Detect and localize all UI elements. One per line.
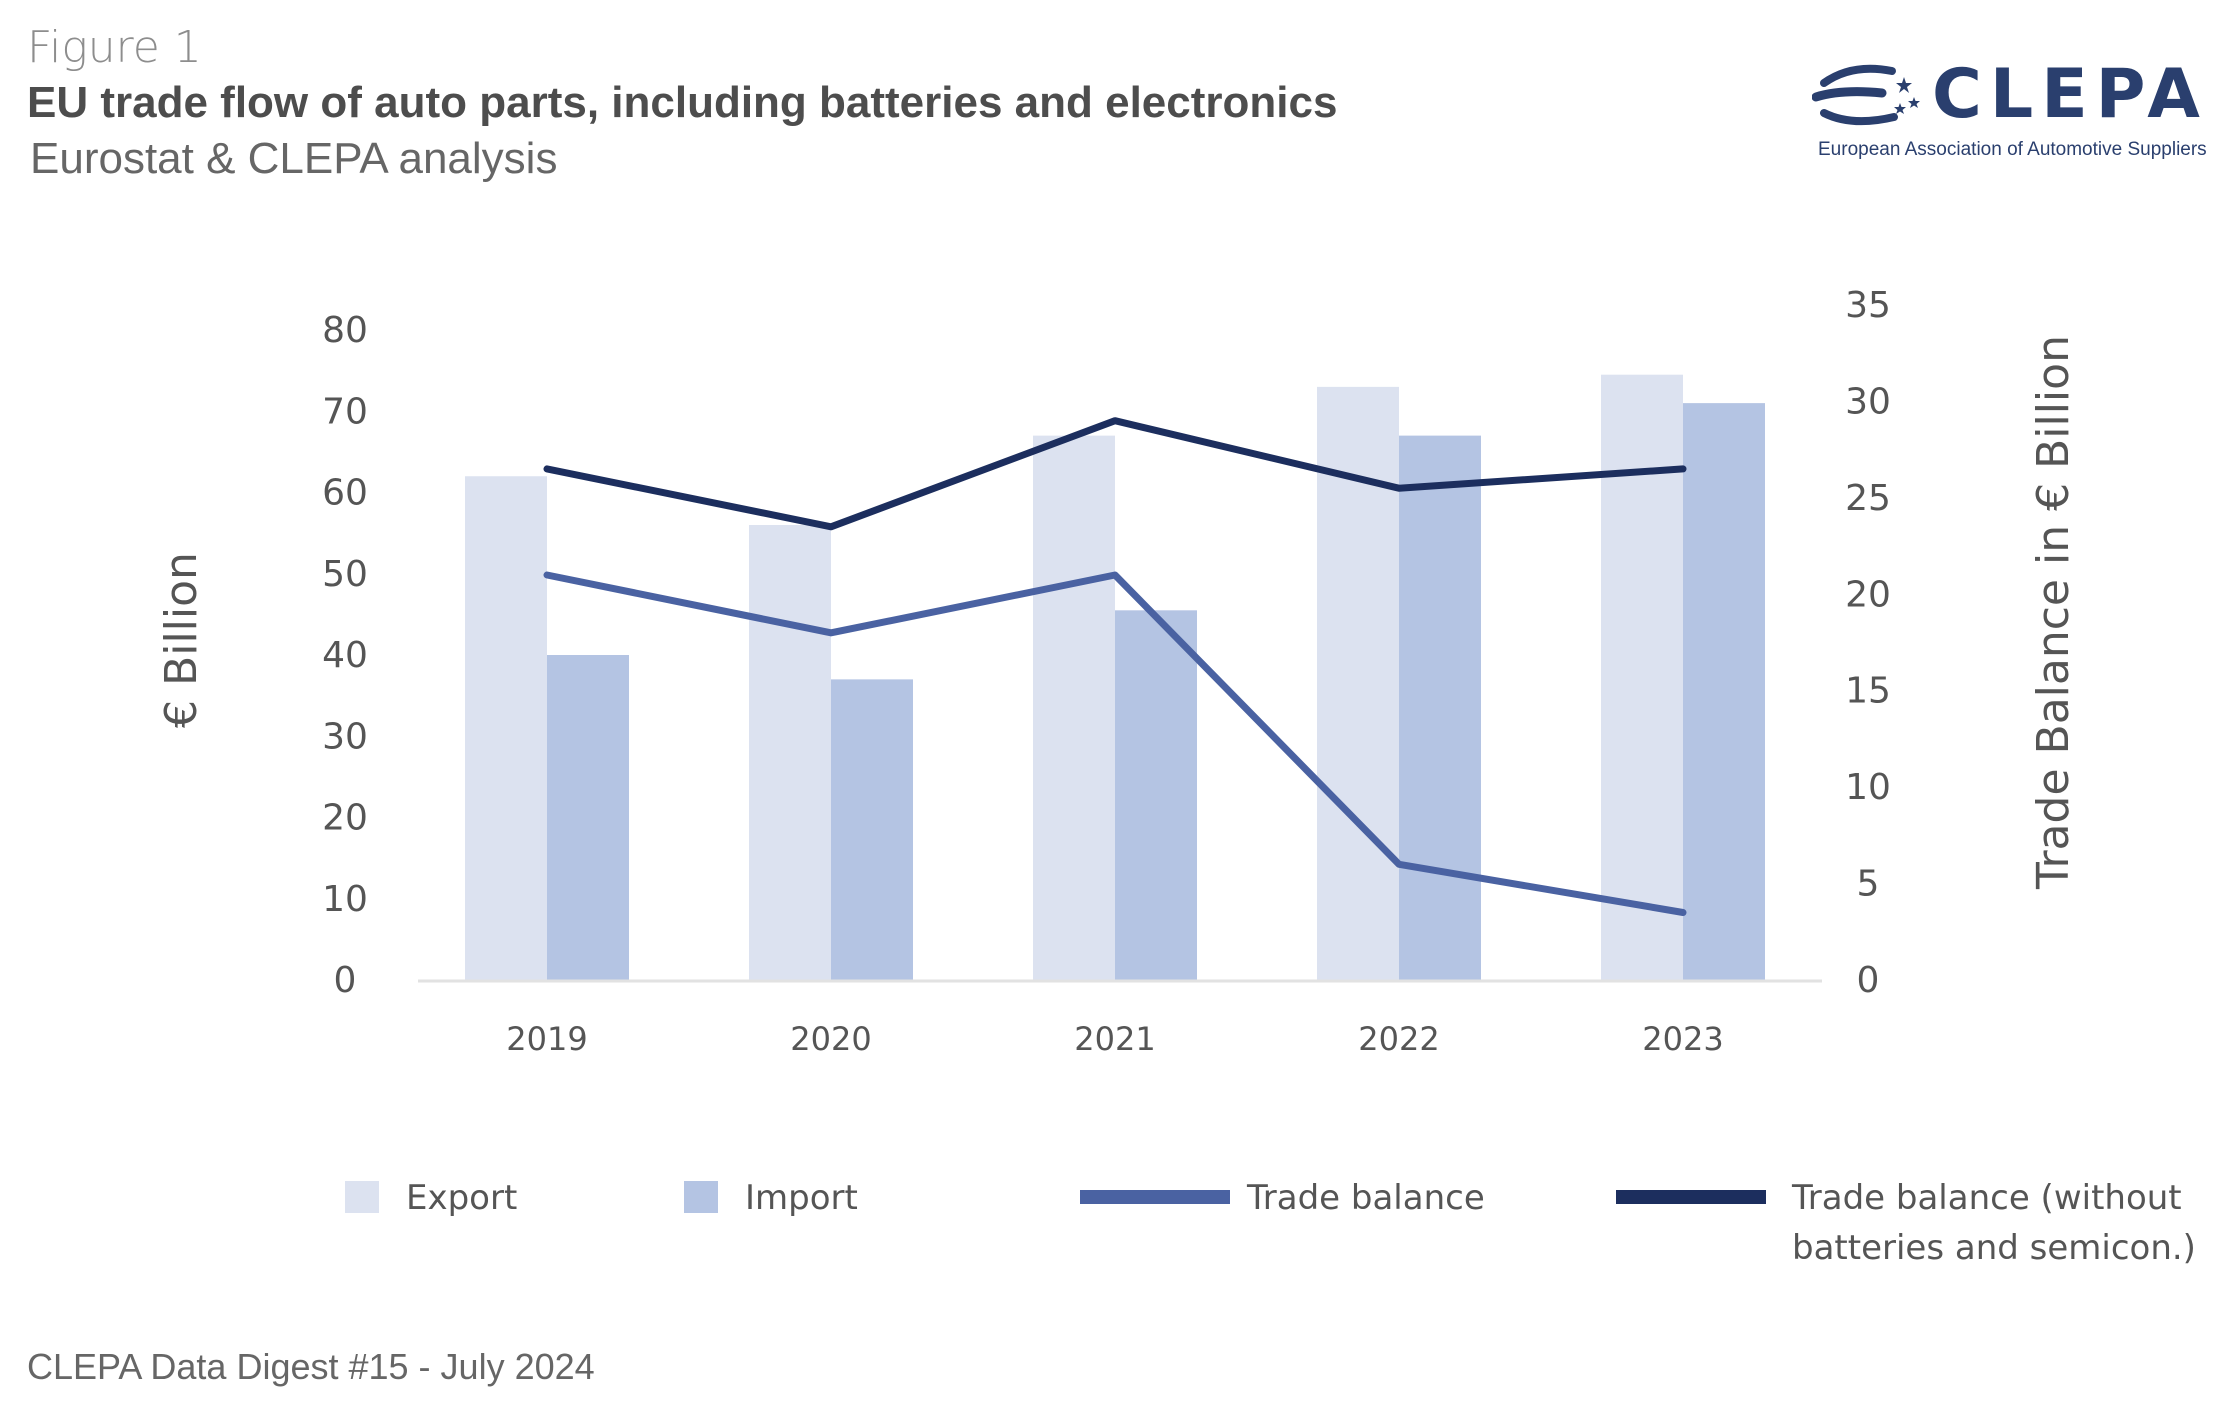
legend-swatch-import — [684, 1181, 718, 1213]
y-tick-label: 0 — [334, 960, 357, 1001]
bar-export-2019 — [465, 476, 547, 980]
y-tick-label: 50 — [322, 554, 368, 595]
clepa-emblem-icon — [1812, 64, 1920, 126]
bar-import-2022 — [1399, 435, 1481, 980]
x-tick-label: 2020 — [790, 1020, 871, 1058]
line-trade-balance-without-batteries — [543, 417, 1687, 531]
x-tick-label: 2019 — [506, 1020, 587, 1058]
lines-group — [543, 417, 1687, 916]
y-tick-label: 40 — [322, 635, 368, 676]
logo-wordmark: CLEPA — [1932, 55, 2208, 134]
legend-swatch-trade-balance — [1080, 1190, 1230, 1204]
y2-axis-title: Trade Balance in € Billion — [2028, 335, 2079, 890]
y-tick-label: 10 — [322, 879, 368, 920]
x-tick-label: 2023 — [1642, 1020, 1723, 1058]
y2-tick-label: 30 — [1845, 381, 1891, 422]
legend-swatch-export — [345, 1181, 379, 1213]
figure-label: Figure 1 — [27, 22, 202, 73]
y2-tick-label: 25 — [1845, 478, 1891, 519]
y2-tick-label: 15 — [1845, 671, 1891, 712]
bar-import-2020 — [831, 679, 913, 980]
footer-source: CLEPA Data Digest #15 - July 2024 — [27, 1346, 595, 1387]
bar-export-2023 — [1601, 374, 1683, 980]
y-tick-label: 60 — [322, 473, 368, 514]
y-tick-label: 80 — [322, 310, 368, 351]
legend-label-trade-balance-without-2: batteries and semicon.) — [1792, 1228, 2196, 1268]
bar-import-2019 — [547, 655, 629, 980]
y-tick-label: 30 — [322, 716, 368, 757]
x-tick-label: 2021 — [1074, 1020, 1155, 1058]
bar-export-2020 — [749, 525, 831, 980]
axes-group: 2019 2020 2021 2022 2023 0 10 20 30 40 50 60 70 80 0 5 1… — [156, 285, 2079, 1058]
chart-subtitle: Eurostat & CLEPA analysis — [30, 134, 558, 183]
y2-tick-label: 20 — [1845, 574, 1891, 615]
y2-tick-label: 0 — [1857, 960, 1880, 1001]
legend-label-import: Import — [745, 1178, 858, 1218]
y2-tick-label: 35 — [1845, 285, 1891, 326]
bar-export-2021 — [1033, 435, 1115, 980]
y2-tick-label: 10 — [1845, 767, 1891, 808]
line-trade-balance — [543, 571, 1687, 916]
legend-label-trade-balance-without-1: Trade balance (without — [1791, 1178, 2182, 1218]
x-tick-label: 2022 — [1358, 1020, 1439, 1058]
clepa-logo: CLEPA European Association of Automotive… — [1812, 55, 2212, 170]
logo-tagline: European Association of Automotive Suppl… — [1818, 139, 2207, 160]
bar-import-2021 — [1115, 610, 1197, 980]
legend-group: Export Import Trade balance Trade balance (… — [345, 1178, 2196, 1268]
bars-group — [465, 374, 1765, 980]
legend-label-trade-balance: Trade balance — [1246, 1178, 1485, 1218]
chart-title: EU trade flow of auto parts, including b… — [27, 78, 1338, 127]
y-tick-label: 70 — [322, 391, 368, 432]
y-axis-title: € Billion — [156, 552, 207, 728]
y2-tick-label: 5 — [1857, 864, 1880, 905]
bar-import-2023 — [1683, 403, 1765, 980]
legend-swatch-trade-balance-without — [1616, 1190, 1766, 1204]
y-tick-label: 20 — [322, 798, 368, 839]
legend-label-export: Export — [406, 1178, 517, 1218]
